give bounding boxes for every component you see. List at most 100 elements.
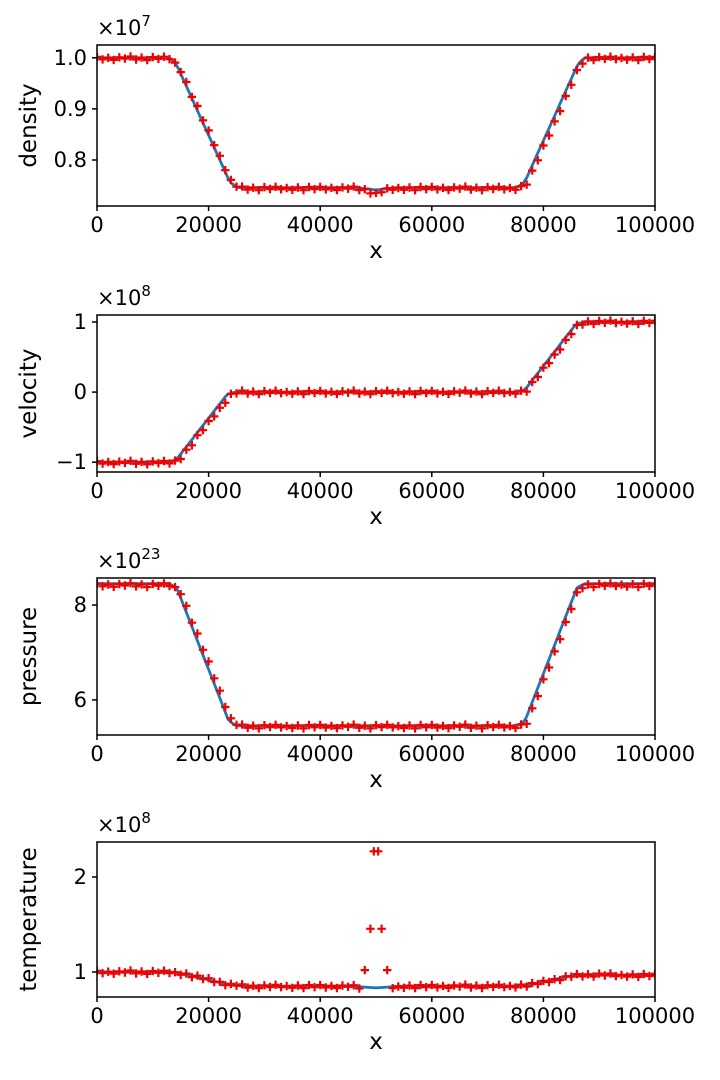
data-marker [606, 316, 615, 325]
data-marker [572, 588, 582, 597]
data-marker [567, 80, 576, 89]
data-marker [104, 53, 113, 62]
data-marker [472, 387, 481, 396]
data-marker [120, 54, 130, 63]
data-marker [210, 674, 219, 683]
data-marker [483, 981, 492, 990]
axis-exponent-label: ×108 [97, 809, 151, 837]
data-marker [600, 54, 609, 64]
data-marker [215, 151, 224, 160]
data-marker [338, 721, 347, 730]
data-marker [639, 969, 648, 979]
exponent-power: 23 [141, 545, 160, 563]
data-marker [628, 580, 637, 589]
data-marker [622, 55, 632, 64]
data-marker [148, 52, 157, 62]
data-marker [332, 724, 342, 733]
data-marker [226, 979, 236, 988]
data-marker [115, 457, 124, 466]
data-marker [595, 969, 604, 978]
data-marker [232, 981, 241, 990]
data-marker [505, 387, 515, 397]
data-marker [494, 980, 503, 989]
data-marker [427, 182, 436, 192]
data-marker [327, 183, 336, 192]
data-marker [511, 723, 520, 733]
data-marker [210, 412, 219, 421]
data-marker [410, 186, 420, 195]
data-marker [260, 721, 269, 730]
data-marker [187, 618, 197, 627]
data-marker [293, 183, 303, 192]
data-marker [505, 981, 515, 991]
data-marker [555, 345, 565, 354]
data-marker [316, 386, 325, 396]
data-marker [650, 579, 655, 588]
data-marker [299, 389, 308, 399]
exponent-base: ×10 [97, 286, 141, 310]
data-marker [187, 973, 197, 982]
data-marker [394, 183, 403, 193]
data-marker [416, 386, 425, 396]
data-marker [444, 983, 453, 993]
data-marker [343, 388, 353, 397]
y-tick-label: 0 [74, 380, 87, 404]
data-marker [182, 601, 191, 610]
data-marker [249, 721, 258, 730]
y-tick-label: 6 [74, 688, 87, 712]
axes-frame [96, 577, 656, 736]
data-marker [539, 141, 548, 150]
data-marker [271, 386, 280, 395]
data-marker [399, 723, 409, 733]
data-marker [143, 969, 152, 979]
data-marker [327, 981, 336, 991]
data-marker [422, 388, 431, 398]
data-marker [343, 982, 353, 991]
data-marker [193, 629, 202, 638]
data-marker [260, 183, 269, 192]
data-marker [97, 456, 102, 466]
data-marker [410, 389, 420, 399]
data-marker [472, 981, 481, 990]
data-marker [589, 972, 598, 981]
data-marker [148, 579, 157, 589]
data-marker [595, 52, 604, 62]
data-line [97, 56, 655, 192]
data-marker [377, 388, 386, 398]
data-marker [544, 663, 554, 672]
data-marker [97, 966, 102, 975]
data-marker [539, 675, 548, 684]
data-marker [276, 723, 286, 732]
x-axis-label: x [369, 238, 383, 264]
data-marker [617, 580, 626, 589]
data-marker [304, 720, 314, 730]
data-marker [170, 968, 180, 977]
data-marker [109, 55, 118, 65]
data-marker [104, 580, 113, 589]
data-marker [143, 460, 152, 469]
data-marker [377, 188, 386, 197]
data-marker [176, 970, 185, 979]
data-marker [321, 723, 330, 732]
data-marker [131, 969, 141, 978]
data-marker [159, 579, 169, 588]
x-tick-label: 40000 [287, 479, 354, 503]
data-marker [355, 389, 364, 398]
data-marker [483, 721, 492, 730]
data-marker [254, 983, 263, 993]
data-marker [578, 972, 587, 981]
data-marker [316, 980, 325, 990]
data-marker [634, 319, 643, 329]
data-marker [304, 386, 314, 396]
data-marker [310, 388, 319, 398]
data-marker [288, 723, 297, 733]
data-marker [221, 166, 230, 175]
x-tick-label: 20000 [175, 742, 242, 766]
ticks: 0 20000 40000 60000 80000 100000 6 8 [74, 593, 695, 766]
data-marker [500, 723, 509, 732]
data-marker [477, 389, 487, 399]
data-marker [176, 67, 185, 77]
data-marker [533, 691, 542, 701]
data-marker [410, 724, 420, 733]
data-marker [550, 350, 559, 359]
